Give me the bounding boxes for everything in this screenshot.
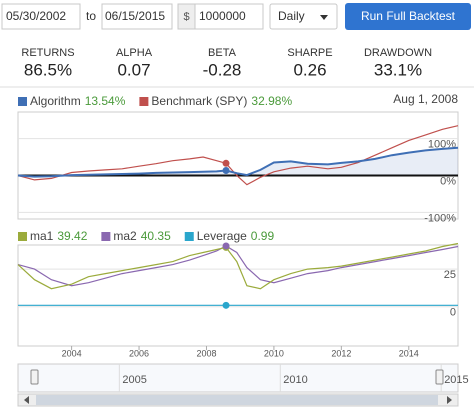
navigator-tick-label: 2010 — [283, 374, 307, 386]
scroll-left — [24, 396, 29, 404]
hover-marker — [222, 242, 230, 250]
navigator-tick-label: 2005 — [122, 374, 146, 386]
capital: 1000000 — [199, 9, 246, 23]
navigator — [17, 363, 459, 393]
end-date: 06/15/2015 — [105, 9, 165, 23]
plot-area — [17, 244, 459, 347]
stat-value: 33.1% — [374, 60, 422, 79]
capital-input[interactable] — [194, 3, 264, 30]
navigator-handle-right — [435, 369, 444, 385]
run-backtest-button[interactable] — [345, 3, 471, 30]
series-line — [17, 125, 459, 186]
start-date-input[interactable] — [1, 3, 81, 30]
stat-label: SHARPE — [287, 47, 332, 59]
charts: Algorithm 13.54% Benchmark (SPY) 32.98% Aug … — [17, 92, 469, 407]
end-date-input[interactable] — [101, 3, 173, 30]
stat-value: 0.26 — [293, 60, 326, 79]
legend-name: Algorithm — [30, 94, 81, 108]
x-tick-label: 2006 — [129, 348, 149, 358]
hover-marker — [222, 166, 230, 174]
stat-label: ALPHA — [116, 47, 153, 59]
frequency-select[interactable] — [269, 3, 338, 30]
y-tick-label: 0% — [440, 175, 456, 187]
currency: $ — [183, 11, 189, 23]
legend-value: 32.98% — [251, 94, 292, 108]
hover-marker — [222, 301, 230, 309]
stat-label: RETURNS — [21, 47, 74, 59]
legend-swatch — [101, 232, 111, 241]
legend-swatch — [18, 232, 27, 241]
legend-name: ma2 — [113, 229, 137, 243]
series-line — [17, 242, 459, 290]
frequency: Daily — [278, 9, 305, 23]
hover-date: Aug 1, 2008 — [393, 92, 458, 106]
legend-value: 39.42 — [57, 229, 87, 243]
scroll-right — [447, 396, 452, 404]
plot-area — [17, 111, 459, 220]
stat-label: DRAWDOWN — [364, 47, 432, 59]
run-backtest-label: Run Full Backtest — [361, 9, 456, 23]
y-tick-label: -100% — [424, 212, 456, 224]
x-tick-label: 2010 — [264, 348, 284, 358]
stat-value: -0.28 — [203, 60, 242, 79]
x-tick-label: 2008 — [196, 348, 216, 358]
legend-swatch — [184, 232, 194, 241]
legend-name: ma1 — [30, 229, 54, 243]
scrollbar-thumb — [36, 395, 438, 405]
stat-value: 0.07 — [117, 60, 150, 79]
dropdown-caret — [320, 15, 328, 20]
navigator-handle-left — [30, 369, 39, 385]
x-tick-label: 2004 — [62, 348, 82, 358]
stat-label: BETA — [208, 47, 237, 59]
legend-value: 13.54% — [85, 94, 126, 108]
navigator-tick-label: 2015 — [444, 374, 468, 386]
legend-name: Benchmark (SPY) — [151, 94, 247, 108]
start-date: 05/30/2002 — [6, 9, 66, 23]
series-line — [17, 146, 459, 178]
legend-swatch — [139, 97, 149, 106]
to-label: to — [86, 9, 96, 23]
algorithm-area — [18, 147, 458, 177]
legend-value: 0.99 — [251, 229, 275, 243]
legend-swatch — [18, 97, 27, 106]
stat-value: 86.5% — [24, 60, 72, 79]
legend-name: Leverage — [197, 229, 247, 243]
y-tick-label: 0 — [450, 307, 456, 319]
y-tick-label: 25 — [444, 269, 456, 281]
legend-value: 40.35 — [141, 229, 171, 243]
series-line — [17, 245, 459, 287]
x-tick-label: 2012 — [331, 348, 351, 358]
hover-marker — [222, 159, 230, 167]
x-tick-label: 2014 — [399, 348, 419, 358]
